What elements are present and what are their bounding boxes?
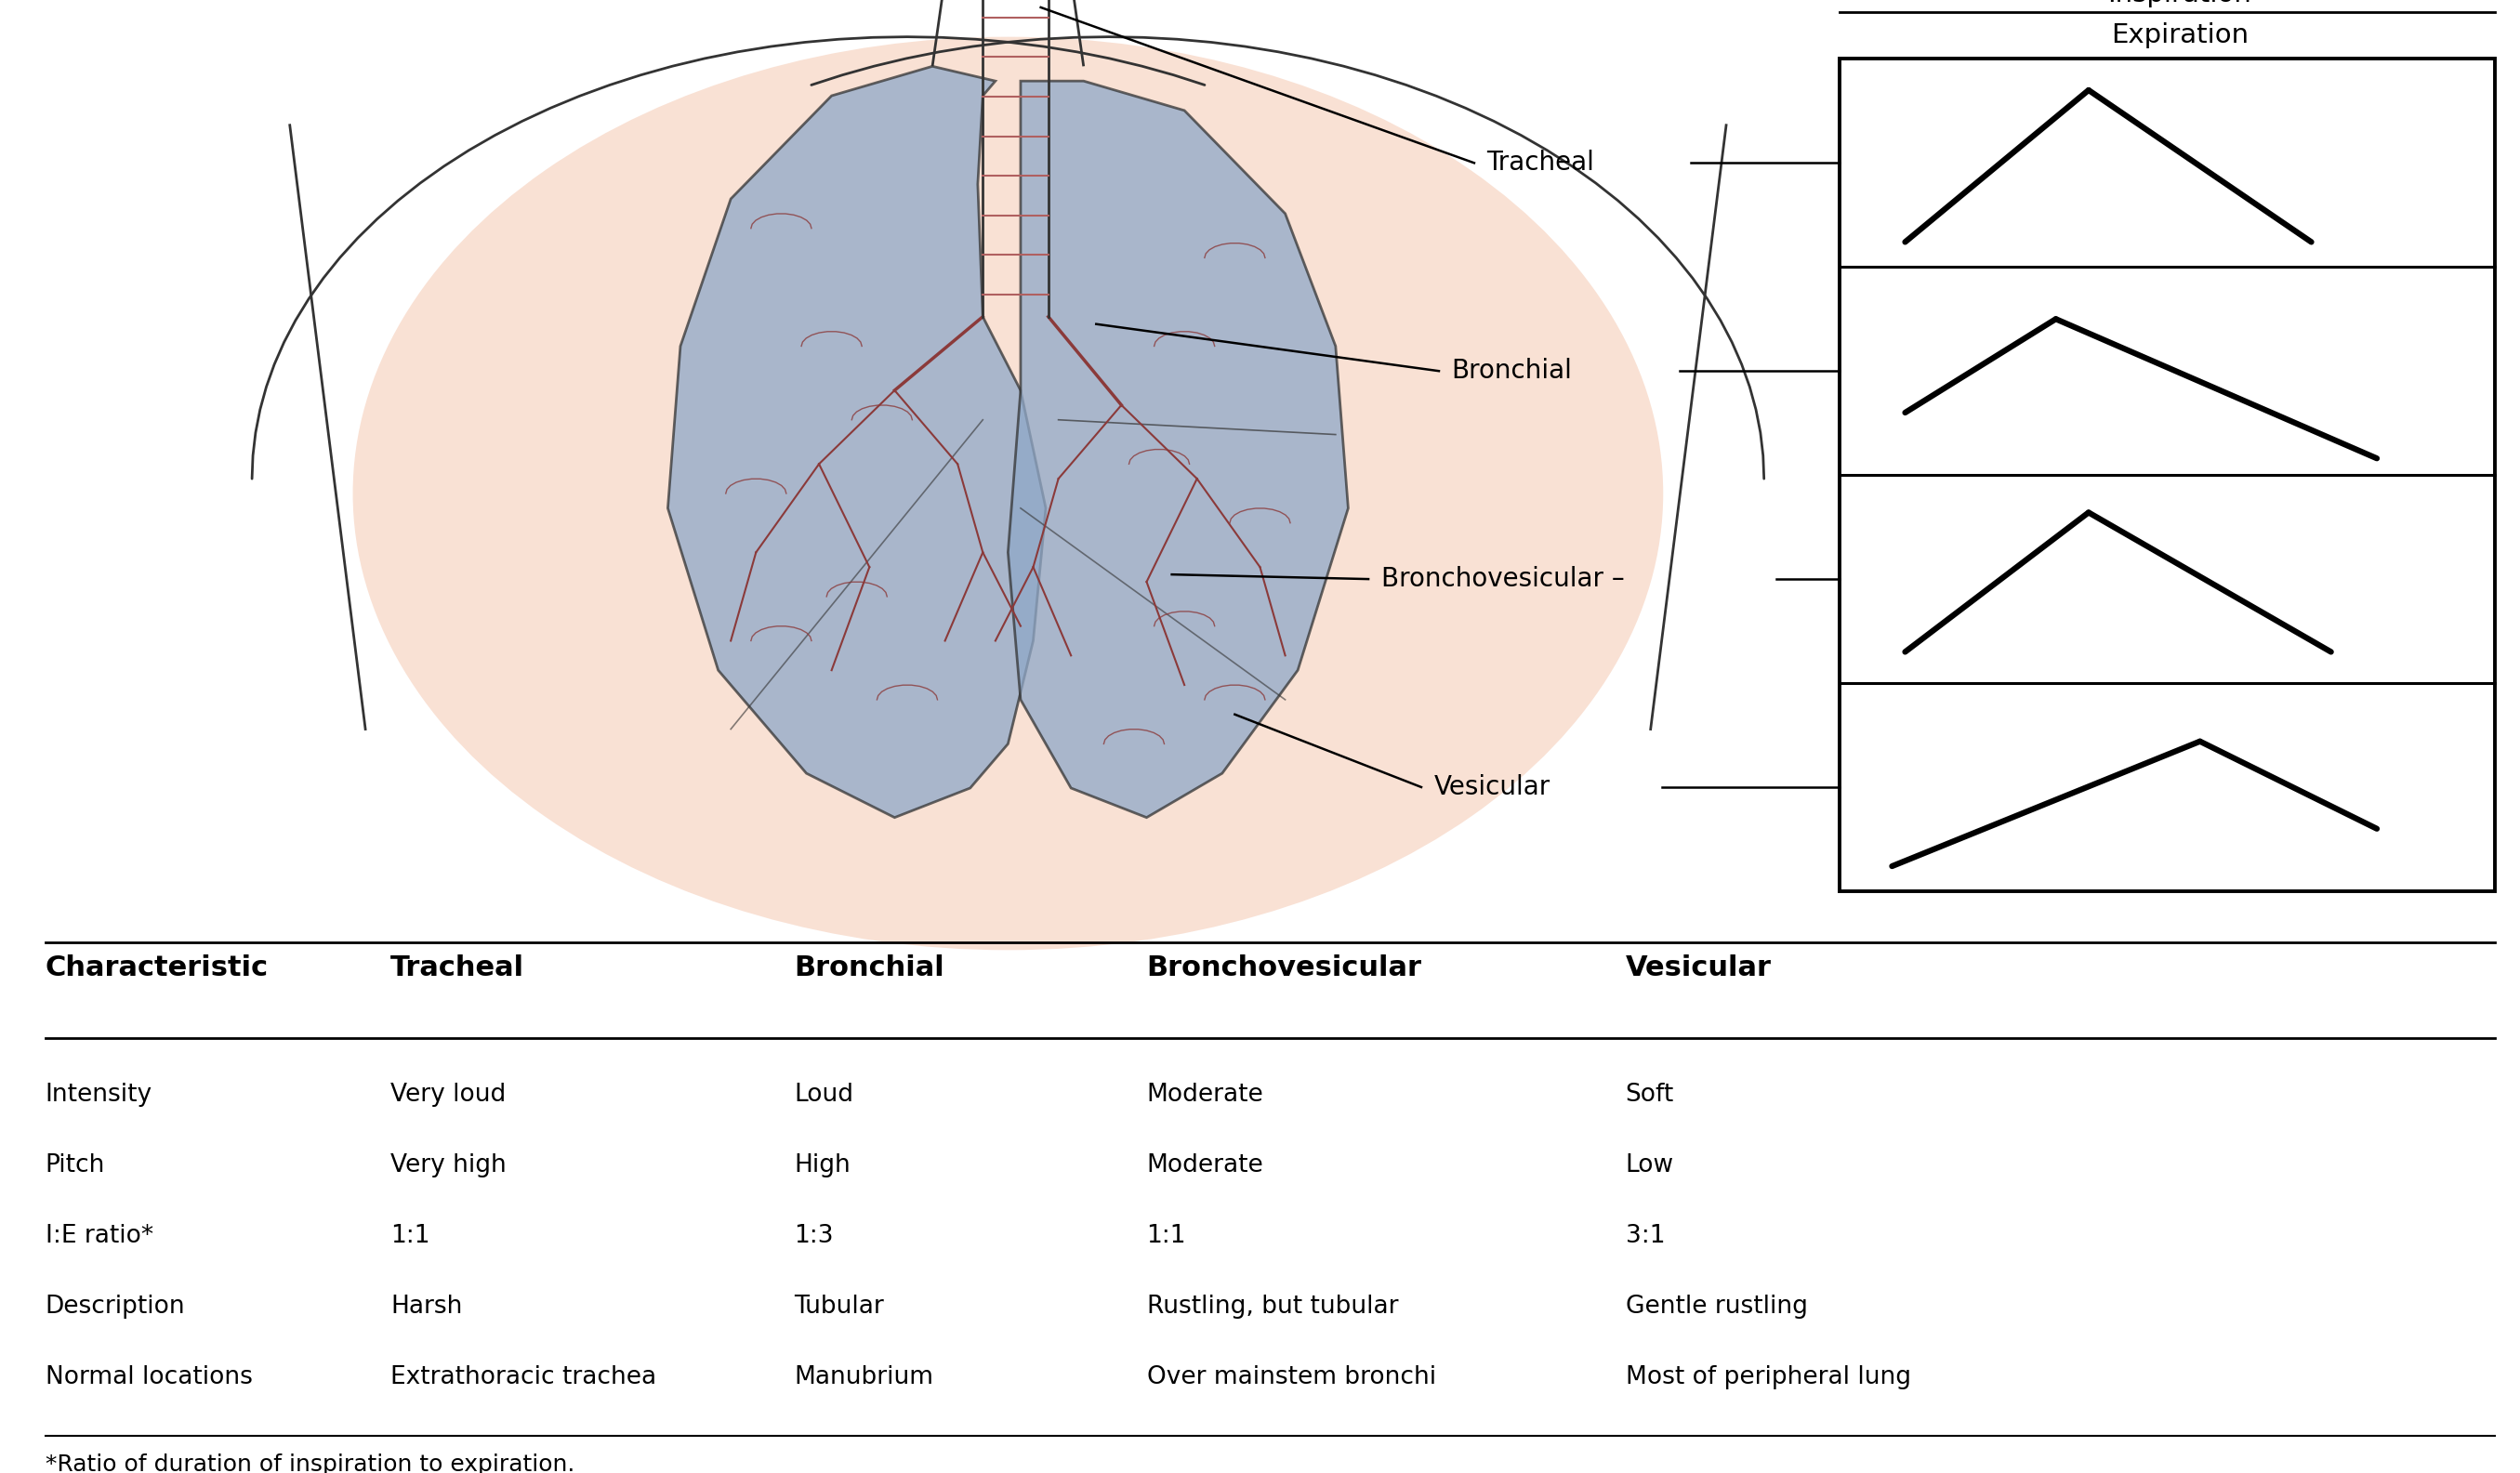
Text: Over mainstem bronchi: Over mainstem bronchi	[1147, 1365, 1436, 1389]
Text: Most of peripheral lung: Most of peripheral lung	[1625, 1365, 1910, 1389]
Text: Very high: Very high	[391, 1153, 507, 1177]
Text: Characteristic: Characteristic	[45, 955, 270, 981]
Text: Tracheal: Tracheal	[391, 955, 524, 981]
Bar	[1840, 59, 2495, 891]
Text: Normal locations: Normal locations	[45, 1365, 252, 1389]
Text: Bronchovesicular –: Bronchovesicular –	[1381, 566, 1625, 592]
Text: Vesicular: Vesicular	[1434, 775, 1550, 800]
Polygon shape	[1008, 81, 1348, 818]
Text: Soft: Soft	[1625, 1083, 1673, 1106]
Text: Bronchovesicular: Bronchovesicular	[1147, 955, 1421, 981]
Text: Bronchial: Bronchial	[794, 955, 945, 981]
Text: Tubular: Tubular	[794, 1295, 885, 1318]
Ellipse shape	[353, 37, 1663, 950]
Text: Harsh: Harsh	[391, 1295, 464, 1318]
Text: Description: Description	[45, 1295, 186, 1318]
Text: Expiration: Expiration	[2112, 22, 2248, 49]
Text: Pitch: Pitch	[45, 1153, 106, 1177]
Text: Extrathoracic trachea: Extrathoracic trachea	[391, 1365, 658, 1389]
Text: Rustling, but tubular: Rustling, but tubular	[1147, 1295, 1399, 1318]
Text: Very loud: Very loud	[391, 1083, 507, 1106]
Text: Bronchial: Bronchial	[1452, 358, 1572, 384]
Text: Inspiration: Inspiration	[2107, 0, 2253, 7]
Text: Manubrium: Manubrium	[794, 1365, 932, 1389]
Text: Moderate: Moderate	[1147, 1083, 1263, 1106]
Text: 1:1: 1:1	[391, 1224, 431, 1248]
Text: High: High	[794, 1153, 849, 1177]
Text: I:E ratio*: I:E ratio*	[45, 1224, 154, 1248]
Polygon shape	[668, 66, 1046, 818]
Text: 1:3: 1:3	[794, 1224, 834, 1248]
Text: Intensity: Intensity	[45, 1083, 151, 1106]
Text: Moderate: Moderate	[1147, 1153, 1263, 1177]
Text: Loud: Loud	[794, 1083, 854, 1106]
Text: 3:1: 3:1	[1625, 1224, 1666, 1248]
Text: Low: Low	[1625, 1153, 1673, 1177]
Text: *Ratio of duration of inspiration to expiration.: *Ratio of duration of inspiration to exp…	[45, 1454, 575, 1473]
Text: Tracheal: Tracheal	[1487, 150, 1595, 175]
Text: Vesicular: Vesicular	[1625, 955, 1772, 981]
Text: Gentle rustling: Gentle rustling	[1625, 1295, 1807, 1318]
Text: 1:1: 1:1	[1147, 1224, 1187, 1248]
